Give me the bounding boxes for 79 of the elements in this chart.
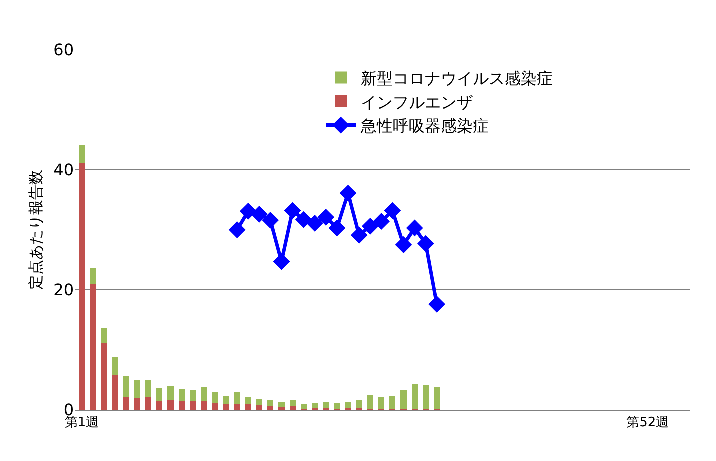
bar	[290, 400, 296, 406]
bar	[146, 397, 152, 410]
y-tick-label: 40	[54, 160, 74, 180]
bar	[134, 398, 141, 410]
bar	[345, 402, 352, 408]
bar	[101, 328, 108, 344]
point	[251, 206, 268, 223]
bar	[156, 388, 163, 401]
point	[262, 212, 280, 229]
point	[340, 184, 357, 202]
legend-label: 急性呼吸器感染症	[360, 116, 489, 136]
point	[328, 220, 346, 237]
bar	[168, 386, 174, 400]
bar	[323, 402, 330, 408]
point	[306, 214, 324, 232]
bar	[390, 396, 396, 409]
bar	[190, 390, 196, 401]
bar	[90, 268, 96, 285]
bar	[178, 390, 185, 401]
bar	[178, 401, 185, 410]
point	[295, 211, 312, 228]
bar	[78, 163, 86, 410]
bar	[378, 396, 385, 409]
point	[362, 218, 379, 235]
bar	[356, 400, 362, 408]
bar	[223, 404, 230, 410]
bar	[200, 387, 208, 401]
bar	[256, 405, 263, 410]
bar	[212, 403, 218, 410]
bar	[156, 401, 163, 410]
bar	[223, 396, 230, 404]
bar	[268, 406, 274, 410]
bar	[300, 404, 307, 409]
bar	[123, 397, 130, 410]
point	[228, 222, 246, 238]
bar	[268, 400, 274, 406]
bar	[278, 407, 285, 410]
bar	[278, 402, 285, 407]
bar	[212, 392, 218, 404]
point	[318, 208, 335, 226]
legend-label: インフルエンザ	[361, 92, 473, 112]
bar	[123, 376, 130, 398]
bar	[101, 343, 108, 410]
x-tick-label: 第52週	[626, 416, 670, 431]
bar	[78, 145, 86, 164]
bar	[256, 399, 263, 406]
bar	[146, 380, 152, 398]
point	[350, 226, 368, 244]
y-tick-label: 60	[54, 40, 74, 60]
point	[273, 253, 290, 270]
point	[428, 296, 446, 313]
point	[373, 213, 390, 230]
bar	[245, 404, 252, 410]
bar	[234, 392, 240, 404]
y-axis-title: 定点あたり報告数	[26, 170, 45, 290]
bar	[134, 380, 141, 398]
point	[384, 202, 402, 220]
bar	[412, 384, 418, 409]
bar	[367, 396, 374, 409]
bar	[112, 375, 118, 410]
y-tick-label: 20	[54, 280, 74, 300]
bar	[422, 384, 429, 409]
bar	[190, 401, 196, 410]
bar	[234, 404, 240, 410]
bar	[312, 403, 318, 408]
point	[417, 235, 434, 252]
bar	[334, 402, 340, 409]
bar	[434, 387, 440, 409]
bar	[245, 396, 252, 404]
point	[395, 236, 412, 254]
legend-label: 新型コロナウイルス感染症	[361, 68, 553, 88]
bar	[112, 357, 118, 376]
bar	[400, 390, 407, 409]
point	[284, 202, 302, 220]
bar	[200, 401, 208, 410]
bar	[90, 284, 96, 410]
point	[406, 220, 424, 237]
bar	[290, 406, 296, 410]
bar	[168, 400, 174, 410]
